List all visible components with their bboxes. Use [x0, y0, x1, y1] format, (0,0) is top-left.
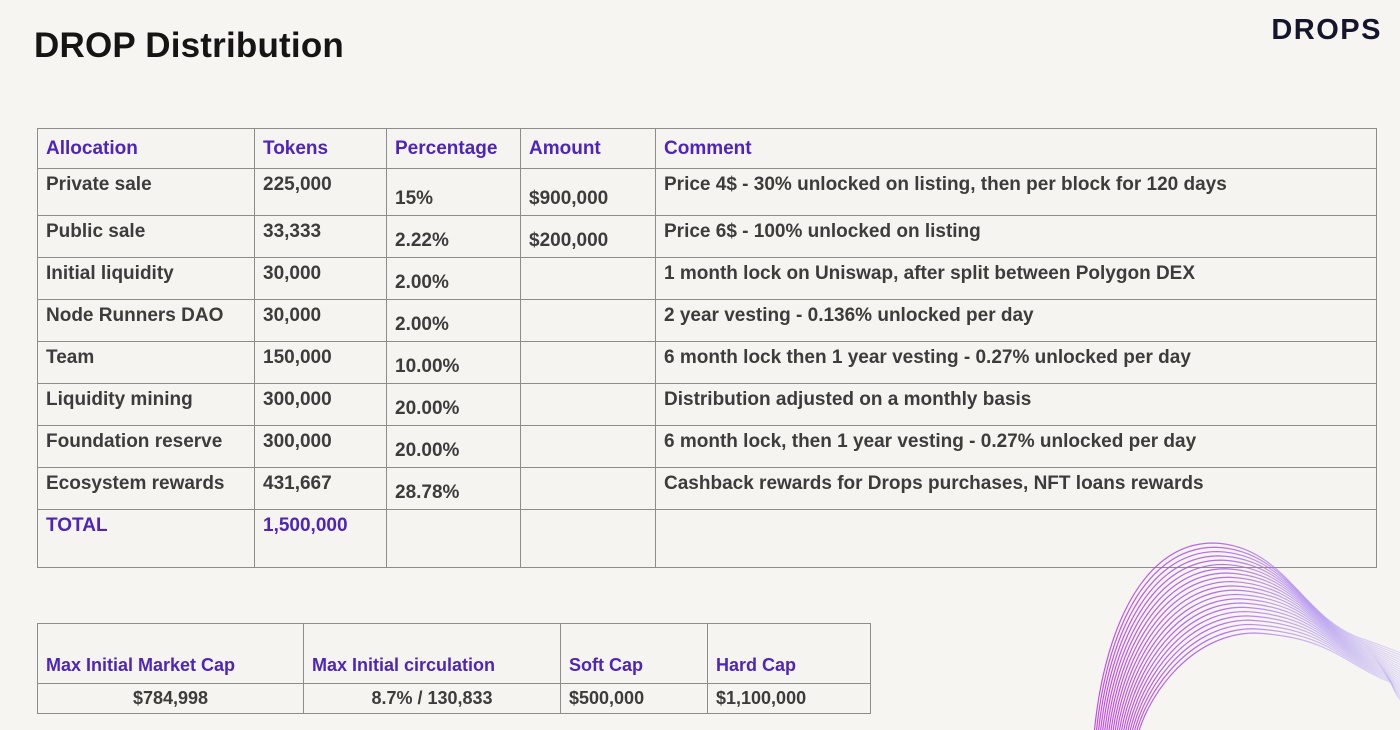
cell-percentage: 2.00% — [386, 257, 521, 300]
cell-amount — [520, 425, 656, 468]
cell-percentage: 15% — [386, 168, 521, 216]
header-max-initial-market-cap: Max Initial Market Cap — [37, 623, 304, 684]
header-comment: Comment — [655, 128, 1377, 169]
summary-table: Max Initial Market Cap Max Initial circu… — [37, 623, 871, 714]
cell-comment: 1 month lock on Uniswap, after split bet… — [655, 257, 1377, 300]
total-label: TOTAL — [37, 509, 255, 568]
allocation-table: Allocation Tokens Percentage Amount Comm… — [37, 128, 1377, 568]
cell-allocation: Ecosystem rewards — [37, 467, 255, 510]
cell-comment: 6 month lock then 1 year vesting - 0.27%… — [655, 341, 1377, 384]
cell-allocation: Node Runners DAO — [37, 299, 255, 342]
table-row: Public sale 33,333 2.22% $200,000 Price … — [37, 215, 1377, 258]
cell-amount — [520, 467, 656, 510]
header-amount: Amount — [520, 128, 656, 169]
cell-percentage: 10.00% — [386, 341, 521, 384]
table-row: Initial liquidity 30,000 2.00% 1 month l… — [37, 257, 1377, 300]
cell-percentage: 2.22% — [386, 215, 521, 258]
header-allocation: Allocation — [37, 128, 255, 169]
table-row: Team 150,000 10.00% 6 month lock then 1 … — [37, 341, 1377, 384]
cell-tokens: 33,333 — [254, 215, 387, 258]
cell-allocation: Liquidity mining — [37, 383, 255, 426]
value-soft-cap: $500,000 — [560, 683, 708, 714]
total-amount — [520, 509, 656, 568]
cell-percentage: 28.78% — [386, 467, 521, 510]
total-tokens: 1,500,000 — [254, 509, 387, 568]
table-row: Private sale 225,000 15% $900,000 Price … — [37, 168, 1377, 216]
cell-allocation: Foundation reserve — [37, 425, 255, 468]
value-max-initial-circulation: 8.7% / 130,833 — [303, 683, 561, 714]
allocation-table-header-row: Allocation Tokens Percentage Amount Comm… — [37, 128, 1377, 169]
cell-comment: 2 year vesting - 0.136% unlocked per day — [655, 299, 1377, 342]
cell-amount — [520, 341, 656, 384]
summary-table-value-row: $784,998 8.7% / 130,833 $500,000 $1,100,… — [37, 683, 871, 714]
cell-comment: Price 6$ - 100% unlocked on listing — [655, 215, 1377, 258]
cell-tokens: 300,000 — [254, 383, 387, 426]
cell-tokens: 30,000 — [254, 299, 387, 342]
total-percentage — [386, 509, 521, 568]
total-comment — [655, 509, 1377, 568]
cell-tokens: 30,000 — [254, 257, 387, 300]
cell-amount — [520, 257, 656, 300]
cell-tokens: 225,000 — [254, 168, 387, 216]
cell-comment: Distribution adjusted on a monthly basis — [655, 383, 1377, 426]
cell-allocation: Private sale — [37, 168, 255, 216]
header-percentage: Percentage — [386, 128, 521, 169]
cell-amount — [520, 299, 656, 342]
cell-allocation: Public sale — [37, 215, 255, 258]
value-max-initial-market-cap: $784,998 — [37, 683, 304, 714]
cell-allocation: Team — [37, 341, 255, 384]
header-max-initial-circulation: Max Initial circulation — [303, 623, 561, 684]
cell-comment: 6 month lock, then 1 year vesting - 0.27… — [655, 425, 1377, 468]
cell-comment: Cashback rewards for Drops purchases, NF… — [655, 467, 1377, 510]
table-row: Ecosystem rewards 431,667 28.78% Cashbac… — [37, 467, 1377, 510]
header-tokens: Tokens — [254, 128, 387, 169]
cell-amount: $200,000 — [520, 215, 656, 258]
table-row: Node Runners DAO 30,000 2.00% 2 year ves… — [37, 299, 1377, 342]
cell-allocation: Initial liquidity — [37, 257, 255, 300]
header-hard-cap: Hard Cap — [707, 623, 871, 684]
cell-percentage: 2.00% — [386, 299, 521, 342]
page-title: DROP Distribution — [34, 26, 344, 65]
header-soft-cap: Soft Cap — [560, 623, 708, 684]
table-row: Foundation reserve 300,000 20.00% 6 mont… — [37, 425, 1377, 468]
cell-percentage: 20.00% — [386, 425, 521, 468]
cell-tokens: 150,000 — [254, 341, 387, 384]
table-total-row: TOTAL 1,500,000 — [37, 509, 1377, 568]
drops-logo: DROPS — [1271, 14, 1382, 46]
cell-tokens: 300,000 — [254, 425, 387, 468]
cell-amount: $900,000 — [520, 168, 656, 216]
cell-amount — [520, 383, 656, 426]
cell-percentage: 20.00% — [386, 383, 521, 426]
cell-comment: Price 4$ - 30% unlocked on listing, then… — [655, 168, 1377, 216]
cell-tokens: 431,667 — [254, 467, 387, 510]
value-hard-cap: $1,100,000 — [707, 683, 871, 714]
table-row: Liquidity mining 300,000 20.00% Distribu… — [37, 383, 1377, 426]
summary-table-header-row: Max Initial Market Cap Max Initial circu… — [37, 623, 871, 684]
